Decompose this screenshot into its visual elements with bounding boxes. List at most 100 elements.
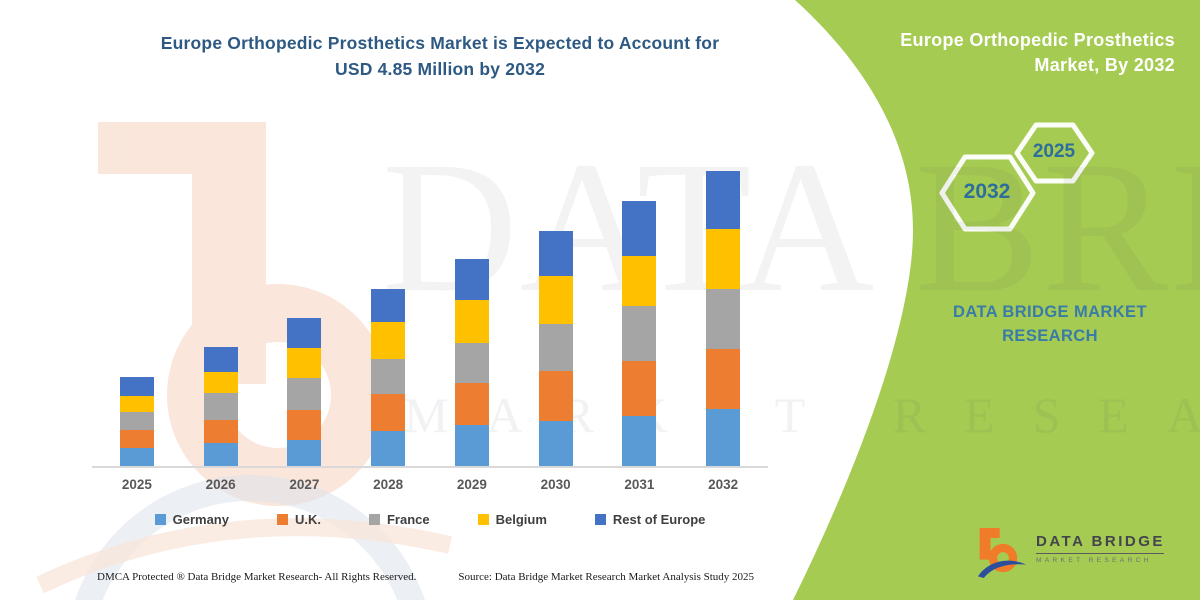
legend-label: Germany [172, 512, 229, 527]
stacked-bar-2032 [706, 171, 741, 466]
segment-france [287, 378, 322, 410]
panel-brand-line1: DATA BRIDGE MARKET [953, 303, 1147, 321]
segment-rest-of-europe [371, 289, 406, 322]
bar-slot-2031 [598, 201, 682, 466]
bar-slot-2027 [263, 318, 347, 466]
segment-france [622, 306, 657, 361]
panel-title: Europe Orthopedic Prosthetics Market, By… [860, 28, 1175, 78]
segment-france [371, 359, 406, 394]
panel-title-line1: Europe Orthopedic Prosthetics [900, 30, 1175, 50]
labels-row: 2025 2026 2027 2028 2029 2030 2031 2032 [95, 477, 765, 492]
stacked-bar-chart: 2025 2026 2027 2028 2029 2030 2031 2032 [92, 150, 768, 492]
logo-text: DATA BRIDGE MARKET RESEARCH [1036, 533, 1165, 564]
stacked-bar-2025 [119, 377, 154, 466]
bar-slot-2029 [430, 259, 514, 466]
legend-swatch [276, 514, 288, 525]
logo-name: DATA BRIDGE [1036, 533, 1165, 550]
segment-u-k [119, 430, 154, 448]
stacked-bar-2030 [538, 231, 573, 466]
segment-u-k [454, 383, 489, 425]
segment-germany [371, 431, 406, 466]
panel-brand-line2: RESEARCH [1002, 327, 1098, 345]
legend-item-belgium: Belgium [477, 512, 547, 527]
stacked-bar-2028 [371, 289, 406, 466]
segment-rest-of-europe [538, 231, 573, 276]
segment-belgium [287, 348, 322, 378]
hexagon-year-2032: 2032 [963, 180, 1011, 203]
segment-germany [538, 421, 573, 466]
footer: DMCA Protected ® Data Bridge Market Rese… [97, 571, 754, 583]
logo-rule [1036, 553, 1164, 554]
stacked-bar-2026 [203, 347, 238, 466]
panel-brand-text: DATA BRIDGE MARKET RESEARCH [930, 300, 1170, 348]
segment-u-k [706, 349, 741, 409]
chart-title: Europe Orthopedic Prosthetics Market is … [95, 30, 785, 82]
segment-rest-of-europe [622, 201, 657, 256]
panel-title-line2: Market, By 2032 [1034, 55, 1175, 75]
segment-germany [622, 416, 657, 466]
legend-item-rest-of-europe: Rest of Europe [594, 512, 706, 527]
legend-swatch [594, 514, 606, 525]
x-axis-label-2029: 2029 [456, 477, 487, 492]
segment-france [538, 324, 573, 371]
bars-row [95, 150, 765, 466]
x-axis-label-2026: 2026 [205, 477, 236, 492]
segment-france [706, 289, 741, 349]
stacked-bar-2029 [454, 259, 489, 466]
x-axis-label-2028: 2028 [373, 477, 404, 492]
segment-u-k [622, 361, 657, 416]
segment-rest-of-europe [287, 318, 322, 348]
segment-u-k [538, 371, 573, 421]
segment-france [119, 412, 154, 430]
legend-item-u-k: U.K. [276, 512, 321, 527]
footer-source: Source: Data Bridge Market Research Mark… [458, 571, 755, 583]
bar-slot-2032 [681, 171, 765, 466]
legend-swatch [368, 514, 380, 525]
segment-belgium [119, 396, 154, 412]
stacked-bar-2031 [622, 201, 657, 466]
chart-legend: Germany U.K. France Belgium Rest of Europe [95, 512, 765, 527]
x-axis-line [92, 466, 768, 468]
x-axis-label-2030: 2030 [540, 477, 571, 492]
segment-rest-of-europe [119, 377, 154, 396]
x-axis-label-2027: 2027 [289, 477, 320, 492]
legend-label: Rest of Europe [612, 512, 706, 527]
dbmr-logo-icon [978, 528, 1027, 578]
segment-u-k [203, 420, 238, 443]
segment-rest-of-europe [203, 347, 238, 372]
segment-belgium [454, 300, 489, 343]
dbmr-logo: DATA BRIDGE MARKET RESEARCH [978, 524, 1165, 582]
segment-u-k [287, 410, 322, 440]
x-axis-label-2025: 2025 [121, 477, 152, 492]
segment-u-k [371, 394, 406, 431]
hexagon-year-2025: 2025 [1032, 141, 1076, 162]
segment-germany [287, 440, 322, 466]
legend-item-france: France [368, 512, 430, 527]
stacked-bar-2027 [287, 318, 322, 466]
segment-germany [706, 409, 741, 466]
logo-subtitle: MARKET RESEARCH [1036, 557, 1152, 564]
segment-germany [203, 443, 238, 466]
legend-swatch [154, 514, 166, 525]
x-axis-label-2032: 2032 [708, 477, 739, 492]
segment-germany [454, 425, 489, 466]
bar-slot-2026 [179, 347, 263, 466]
segment-belgium [371, 322, 406, 359]
bar-slot-2028 [346, 289, 430, 466]
segment-belgium [706, 229, 741, 289]
legend-item-germany: Germany [154, 512, 229, 527]
segment-rest-of-europe [454, 259, 489, 300]
bar-slot-2030 [514, 231, 598, 466]
legend-label: U.K. [294, 512, 321, 527]
chart-title-line1: Europe Orthopedic Prosthetics Market is … [160, 33, 720, 53]
segment-belgium [622, 256, 657, 306]
legend-label: France [386, 512, 430, 527]
footer-copyright: DMCA Protected ® Data Bridge Market Rese… [97, 571, 417, 583]
segment-france [454, 343, 489, 383]
legend-swatch [477, 514, 489, 525]
segment-belgium [203, 372, 238, 393]
legend-label: Belgium [495, 512, 547, 527]
segment-france [203, 393, 238, 420]
segment-rest-of-europe [706, 171, 741, 229]
segment-germany [119, 448, 154, 466]
